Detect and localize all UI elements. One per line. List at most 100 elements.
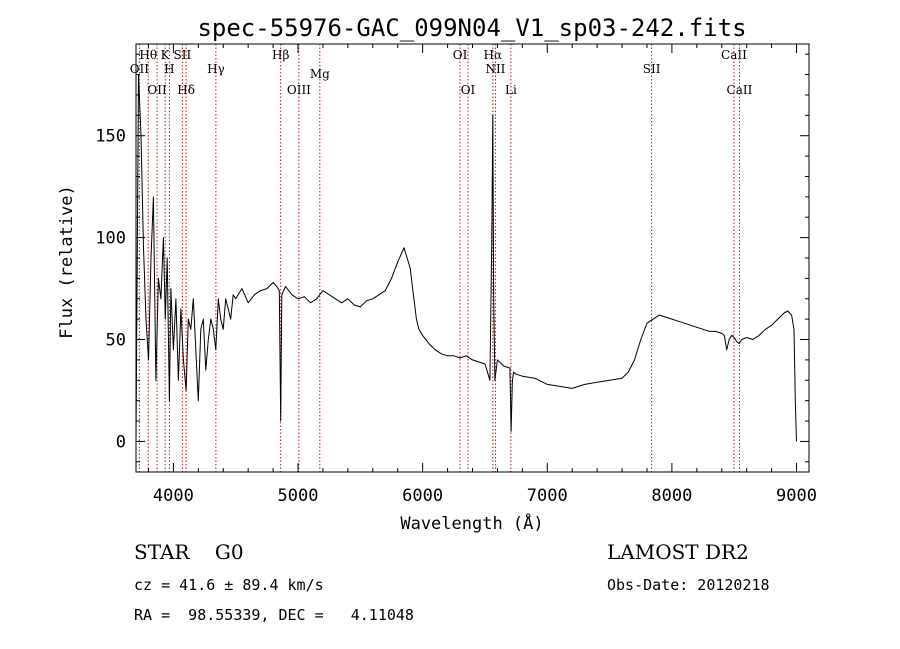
spectrum-point — [796, 441, 797, 442]
spectrum-point — [163, 237, 164, 239]
line-marker-label: Hγ — [207, 62, 225, 76]
spectrum-point — [158, 278, 159, 279]
spectrum-point — [397, 261, 399, 263]
spectrum-point — [175, 298, 177, 300]
spectrum-point — [297, 298, 299, 300]
line-marker-label: K — [161, 48, 171, 62]
spectrum-point — [200, 328, 202, 330]
spectrum-point — [178, 379, 179, 381]
spectrum-point — [723, 335, 725, 336]
line-marker-label: Li — [505, 83, 517, 97]
spectrum-point — [708, 331, 710, 332]
spectrum-point — [291, 294, 293, 296]
spectrum-point — [472, 359, 473, 361]
spectrum-point — [418, 328, 420, 330]
spectrum-point — [777, 318, 779, 320]
spectrum-point — [513, 371, 514, 373]
spectrum-point — [515, 373, 517, 375]
spectrum-point — [391, 278, 392, 279]
y-tick-label: 150 — [95, 127, 126, 147]
spectrum-point — [447, 355, 448, 357]
spectrum-point — [491, 237, 493, 239]
obs-date-text: Obs-Date: 20120218 — [607, 576, 770, 594]
plot-area — [135, 74, 797, 442]
spectrum-point — [428, 343, 430, 344]
spectrum-point — [509, 367, 511, 369]
spectrum-point — [145, 318, 147, 320]
spectrum-point — [702, 328, 704, 330]
spectrum-point — [690, 324, 691, 326]
line-marker-label: OII — [147, 83, 167, 97]
axes: 4000 5000 6000 7000 8000 9000 0 50 100 150 — [95, 44, 817, 506]
spectrum-point — [409, 267, 411, 269]
spectrum-point — [205, 369, 207, 371]
spectrum-point — [232, 294, 234, 296]
spectrum-point — [787, 310, 789, 312]
spectrum-point — [728, 339, 730, 340]
line-marker-label: Hδ — [177, 83, 195, 97]
spectrum-point — [512, 379, 513, 381]
spectrum-point — [310, 302, 311, 304]
spectrum-point — [738, 343, 740, 344]
spectrum-point — [752, 339, 754, 340]
spectrum-point — [571, 388, 573, 389]
spectrum-point — [148, 359, 149, 361]
line-marker-label: Mg — [310, 67, 330, 81]
spectrum-point — [169, 400, 170, 402]
spectrum-point — [758, 335, 760, 336]
spectrum-point — [736, 341, 738, 342]
spectrum-point — [671, 318, 673, 320]
spectrum-point — [503, 365, 505, 367]
line-marker-label: OII — [130, 62, 150, 76]
spectrum-point — [316, 298, 318, 300]
spectrum-point — [646, 322, 648, 324]
spectrum-point — [266, 288, 268, 289]
x-axis-label: Wavelength (Å) — [400, 512, 543, 534]
spectrum-point — [328, 294, 330, 296]
spectrum-point — [166, 257, 168, 259]
spectrum-point — [492, 114, 494, 116]
spectrum-point — [322, 290, 324, 291]
spectrum-point — [416, 318, 417, 320]
spectrum-point — [478, 361, 480, 363]
spectrum-point — [192, 298, 194, 300]
spectrum-point — [489, 379, 491, 381]
spectrum-point — [281, 294, 283, 296]
x-tick-label: 4000 — [153, 486, 194, 506]
survey-text: LAMOST DR2 — [607, 540, 749, 564]
spectrum-point — [741, 339, 743, 340]
spectrum-point — [546, 384, 548, 385]
spectrum-point — [150, 257, 152, 259]
y-tick-label: 100 — [95, 229, 126, 249]
spectrum-point — [494, 379, 496, 381]
spectrum-point — [215, 349, 217, 351]
spectrum-point — [247, 302, 249, 304]
y-tick-label: 50 — [106, 331, 126, 351]
line-marker-label: SII — [643, 62, 661, 76]
spectrum-point — [366, 300, 367, 302]
line-marker-label: H — [164, 62, 174, 76]
line-marker-label: OI — [453, 48, 468, 62]
spectrum-point — [783, 312, 785, 314]
spectrum-point — [510, 430, 512, 432]
x-tick-label: 9000 — [776, 486, 817, 506]
spectrum-point — [197, 400, 199, 402]
spectrum-point — [341, 302, 342, 304]
spectrum-point — [347, 298, 349, 300]
spectrum-point — [359, 306, 361, 308]
spectrum-point — [684, 322, 685, 324]
spectrum-point — [497, 359, 498, 361]
spectrum-point — [230, 318, 232, 320]
spectrum-point — [696, 326, 698, 328]
spectrum-point — [183, 359, 184, 361]
spectrum-point — [627, 371, 629, 373]
spectrum-point — [791, 314, 792, 316]
spectrum-line — [135, 74, 797, 442]
spectrum-point — [280, 420, 282, 422]
spectrum-point — [276, 286, 278, 287]
spectrum-point — [609, 379, 610, 381]
spectrum-point — [190, 328, 192, 330]
spectrum-point — [640, 339, 642, 340]
line-marker-label: Hβ — [272, 48, 289, 62]
